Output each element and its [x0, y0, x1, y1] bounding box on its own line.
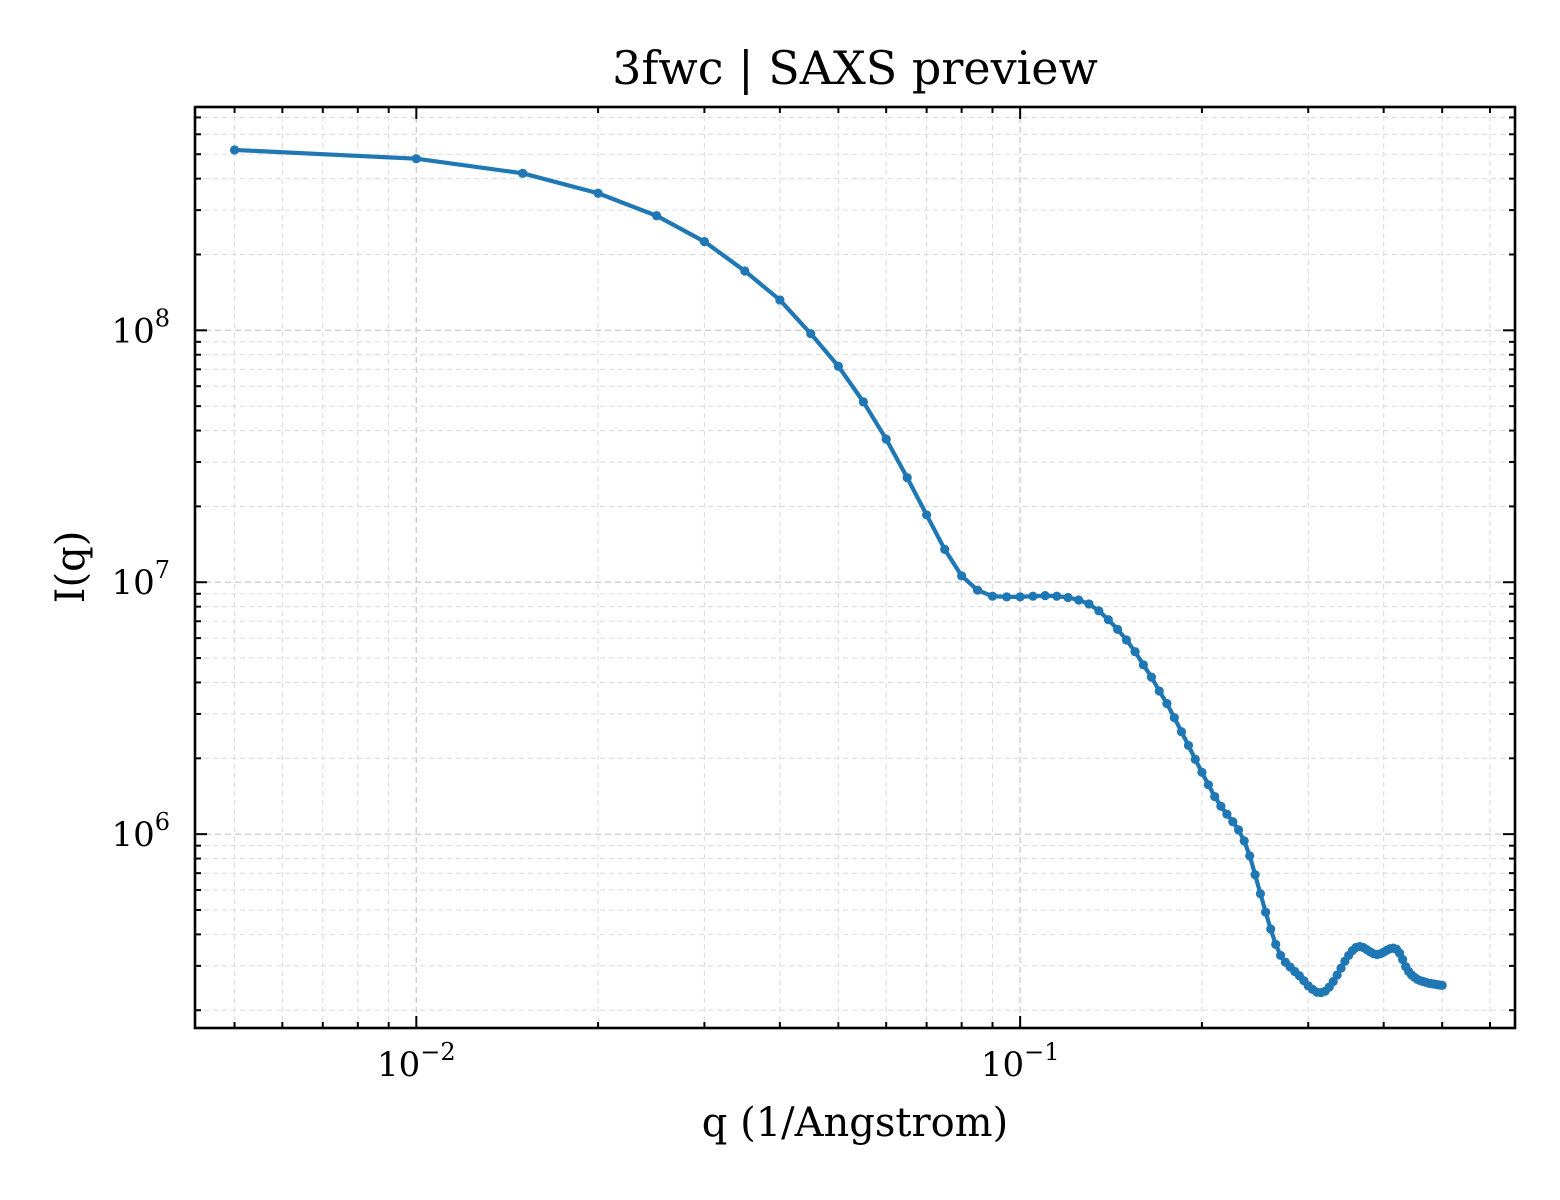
data-point	[881, 434, 891, 444]
data-point	[1239, 836, 1249, 846]
data-point	[940, 544, 950, 555]
data-point	[1332, 970, 1342, 980]
data-point	[922, 510, 932, 520]
data-point	[1121, 635, 1132, 645]
y-tick-label: 107	[111, 556, 170, 603]
data-point	[1228, 817, 1238, 827]
data-point	[1176, 727, 1187, 737]
data-point	[1052, 591, 1062, 601]
data-point	[411, 154, 421, 164]
data-point	[957, 571, 967, 581]
data-point	[1084, 599, 1094, 609]
data-point	[972, 585, 983, 595]
data-point	[775, 295, 785, 305]
data-point	[1437, 980, 1447, 990]
data-point	[1146, 672, 1157, 682]
chart-title: 3fwc | SAXS preview	[612, 41, 1098, 95]
data-point	[833, 361, 843, 371]
data-point	[1015, 592, 1025, 602]
data-point	[1103, 615, 1113, 625]
data-point	[902, 473, 912, 483]
data-point	[1261, 907, 1271, 917]
data-point	[1276, 950, 1286, 961]
data-point	[699, 237, 710, 247]
y-axis-label: I(q)	[48, 531, 94, 604]
data-point	[1336, 963, 1346, 973]
y-tick-label: 108	[111, 304, 170, 351]
data-point	[1255, 889, 1266, 899]
data-point	[518, 168, 528, 178]
data-point	[1266, 924, 1276, 934]
data-point	[1028, 591, 1038, 601]
x-tick-label: 10−2	[377, 1038, 456, 1085]
data-point	[987, 591, 998, 601]
data-point	[1233, 825, 1244, 835]
data-point	[1002, 592, 1012, 602]
y-tick-label: 106	[111, 808, 170, 855]
plot-frame	[193, 105, 1517, 1030]
data-point	[1154, 686, 1164, 696]
data-point	[229, 145, 240, 155]
data-point	[1203, 780, 1213, 790]
data-point	[593, 188, 603, 198]
grid	[195, 107, 1515, 1028]
data-point	[1040, 590, 1050, 601]
data-point	[1063, 592, 1073, 603]
data-point	[858, 397, 868, 407]
data-point	[740, 266, 750, 276]
data-point	[1197, 767, 1207, 777]
data-point	[1138, 660, 1148, 670]
data-point	[1162, 698, 1172, 709]
data-point	[1183, 740, 1194, 751]
data-point	[1112, 624, 1123, 634]
data-point	[1271, 939, 1281, 950]
series-layer	[229, 145, 1447, 998]
data-point	[806, 329, 816, 339]
data-point	[1216, 801, 1226, 811]
data-point	[1169, 713, 1179, 723]
tick-labels: 10−2 10−1 106 107 108	[111, 304, 1059, 1085]
data-point	[1130, 647, 1140, 657]
data-point	[1222, 809, 1232, 819]
data-point	[652, 211, 662, 221]
data-point	[1210, 791, 1220, 802]
ticks	[195, 107, 1515, 1028]
x-axis-label: q (1/Angstrom)	[702, 1100, 1008, 1146]
data-point	[1250, 870, 1260, 880]
data-point	[1074, 595, 1084, 605]
x-tick-label: 10−1	[981, 1038, 1060, 1085]
data-point	[1094, 606, 1104, 616]
data-point	[1190, 754, 1200, 765]
data-point	[1398, 954, 1408, 965]
data-point	[1245, 851, 1255, 861]
